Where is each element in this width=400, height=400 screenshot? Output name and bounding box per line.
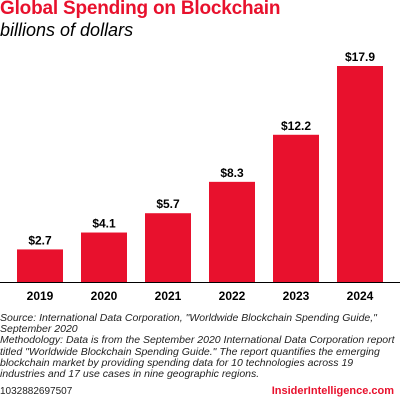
x-tick-2024: 2024 [347, 289, 374, 303]
value-label-2022: $8.3 [220, 166, 244, 180]
value-label-2024: $17.9 [345, 50, 375, 64]
x-tick-2020: 2020 [91, 289, 118, 303]
x-tick-2022: 2022 [219, 289, 246, 303]
bar-2020 [81, 232, 127, 282]
value-label-2019: $2.7 [28, 233, 52, 247]
value-label-2023: $12.2 [281, 119, 311, 133]
value-label-2021: $5.7 [156, 197, 180, 211]
x-tick-labels-group: 2019 2020 2021 2022 2023 2024 [27, 289, 374, 303]
bar-2022 [209, 181, 255, 282]
value-label-2020: $4.1 [92, 217, 116, 231]
value-labels-group: $2.7 $4.1 $5.7 $8.3 $12.2 $17.9 [28, 50, 375, 247]
chart-subtitle: billions of dollars [0, 20, 134, 40]
source-notes: Source: International Data Corporation, … [0, 312, 400, 381]
chart-id: 1032882697507 [0, 386, 73, 397]
bar-2019 [17, 249, 63, 282]
chart-title: Global Spending on Blockchain [0, 0, 281, 19]
bar-chart: $2.7$4.1$5.7$8.3$12.2$17.9 2019 2020 2021 2… [0, 50, 400, 303]
brand-logo: InsiderIntelligence.com [271, 385, 394, 397]
bar-2024 [337, 66, 383, 282]
methodology-text: Methodology: Data is from the September … [0, 334, 395, 381]
source-text: Source: International Data Corporation, … [0, 312, 377, 336]
x-tick-2019: 2019 [27, 289, 54, 303]
bar-2021 [145, 213, 191, 282]
bars-group [17, 66, 383, 282]
x-tick-2021: 2021 [155, 289, 182, 303]
x-tick-2023: 2023 [283, 289, 310, 303]
bar-2023 [273, 134, 319, 282]
